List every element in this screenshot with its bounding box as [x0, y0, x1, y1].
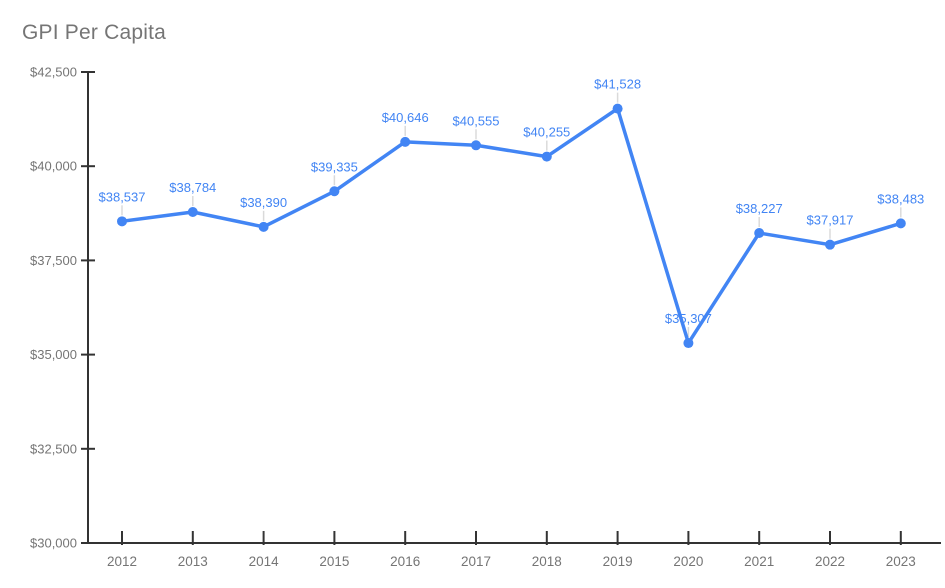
x-axis-tick-label: 2018: [532, 554, 562, 569]
data-point-label: $38,537: [99, 189, 146, 204]
x-axis-tick-label: 2012: [107, 554, 137, 569]
x-axis-tick-label: 2019: [603, 554, 633, 569]
data-point: [471, 140, 481, 151]
data-point: [329, 186, 340, 197]
data-point: [895, 218, 906, 229]
x-axis-tick-label: 2022: [815, 554, 845, 569]
data-point: [541, 151, 552, 162]
data-point-label: $38,390: [240, 195, 287, 210]
x-axis-tick-label: 2023: [886, 554, 916, 569]
data-point-label: $38,483: [877, 191, 924, 206]
x-axis-tick-label: 2014: [249, 554, 280, 569]
data-point-label: $41,528: [594, 77, 641, 92]
data-point: [187, 207, 198, 218]
x-axis-tick-label: 2013: [178, 554, 208, 569]
x-axis-tick-label: 2017: [461, 554, 491, 569]
y-axis-tick-label: $35,000: [30, 347, 77, 362]
y-axis-tick-label: $30,000: [30, 536, 77, 551]
data-point: [825, 239, 835, 250]
data-point: [612, 103, 623, 114]
data-point: [683, 338, 694, 349]
data-point: [400, 136, 411, 147]
y-axis-tick-label: $40,000: [30, 159, 77, 174]
series-line: [120, 106, 903, 345]
x-axis-tick-label: 2015: [319, 554, 349, 569]
data-point: [258, 221, 269, 232]
data-point-label: $37,917: [807, 213, 854, 228]
x-axis-tick-label: 2016: [390, 554, 420, 569]
y-axis-tick-label: $42,500: [30, 65, 77, 80]
y-axis-tick-label: $32,500: [30, 441, 77, 456]
data-point: [117, 216, 127, 227]
x-axis-tick-label: 2020: [673, 554, 703, 569]
data-point-label: $39,335: [311, 159, 358, 174]
data-point-label: $40,555: [453, 113, 500, 128]
y-axis-tick-label: $37,500: [30, 253, 77, 268]
data-point-label: $38,227: [736, 201, 783, 216]
data-point-label: $40,646: [382, 110, 429, 125]
data-point-label: $35,307: [665, 311, 712, 326]
data-point-label: $40,255: [523, 125, 570, 140]
x-axis-tick-label: 2021: [744, 554, 774, 569]
chart-title: GPI Per Capita: [22, 21, 167, 44]
data-point: [754, 228, 765, 239]
data-point-label: $38,784: [169, 180, 216, 195]
